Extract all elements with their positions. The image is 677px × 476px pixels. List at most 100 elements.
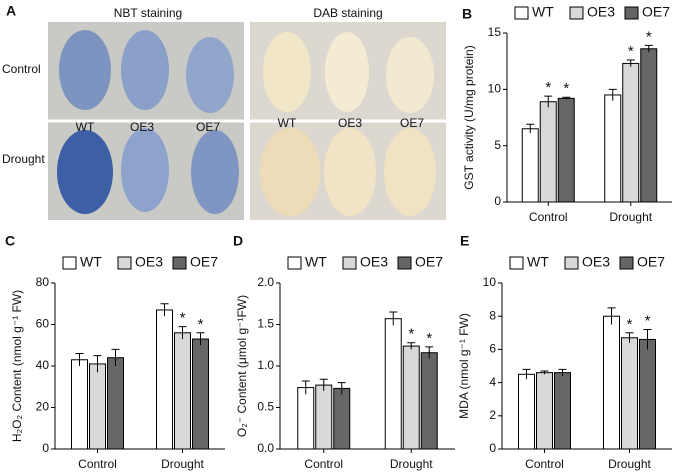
row-label: Control	[2, 62, 41, 76]
legend-swatch	[287, 256, 302, 270]
bar	[604, 94, 622, 203]
panel-label: B	[462, 6, 472, 22]
legend-swatch	[117, 256, 132, 270]
legend-label: WT	[305, 254, 327, 270]
y-tick-label: 60	[36, 317, 50, 331]
y-tick-label: 8	[489, 308, 496, 322]
error-bar	[544, 95, 553, 108]
bar	[557, 97, 575, 203]
bar	[521, 128, 539, 203]
significance-mark: *	[408, 326, 414, 343]
y-tick-label: 0	[42, 441, 49, 455]
error-bar	[160, 303, 169, 317]
significance-mark: *	[426, 330, 432, 347]
legend-label: OE3	[360, 254, 388, 270]
y-tick-label: 10	[488, 82, 502, 96]
bar	[315, 384, 333, 450]
significance-mark: *	[645, 312, 651, 329]
significance-mark: *	[627, 316, 633, 333]
x-tick-label: Drought	[608, 457, 651, 471]
error-bar	[425, 346, 434, 359]
significance-mark: *	[628, 43, 634, 60]
panel-label: C	[5, 233, 15, 249]
legend-label: OE3	[587, 4, 615, 20]
x-tick-label: Control	[525, 457, 564, 471]
bar	[107, 357, 124, 450]
bar	[156, 309, 173, 450]
bar	[640, 48, 658, 203]
genotype-label: OE3	[338, 116, 362, 130]
x-tick-label: Drought	[390, 457, 433, 471]
error-bar	[196, 332, 205, 346]
legend-swatch	[62, 256, 77, 270]
bar	[174, 332, 191, 450]
genotype-label: OE7	[400, 116, 424, 130]
panel-label: A	[6, 3, 16, 19]
error-bar	[540, 370, 549, 375]
bar	[402, 345, 420, 450]
photo-title: DAB staining	[313, 6, 382, 20]
legend-swatch	[509, 256, 524, 270]
y-tick-label: 15	[488, 25, 502, 39]
y-tick-label: 80	[36, 275, 50, 289]
bar	[89, 363, 106, 450]
bar	[384, 318, 402, 450]
legend-label: OE7	[415, 254, 443, 270]
y-tick-label: 1.0	[257, 358, 274, 372]
error-bar	[526, 123, 535, 134]
y-axis-label: O₂⁻ Content (μmol g⁻¹FW)	[235, 295, 249, 437]
legend-swatch	[514, 6, 529, 20]
error-bar	[319, 378, 328, 391]
y-tick-label: 0.0	[257, 441, 274, 455]
bar	[539, 101, 557, 203]
photo-title: NBT staining	[114, 6, 182, 20]
leaf	[186, 37, 234, 113]
legend-swatch	[397, 256, 412, 270]
error-bar	[625, 332, 634, 343]
leaf	[324, 128, 376, 216]
y-tick-label: 2	[489, 408, 496, 422]
leaf	[384, 128, 436, 216]
genotype-label: OE3	[130, 120, 154, 134]
y-tick-label: 6	[489, 342, 496, 356]
error-bar	[644, 44, 653, 53]
y-tick-label: 2.0	[257, 275, 274, 289]
significance-mark: *	[545, 79, 551, 96]
row-label: Drought	[2, 152, 45, 166]
panel-label: E	[460, 233, 469, 249]
error-bar	[178, 326, 187, 340]
y-axis-label: MDA (nmol g⁻¹ FW)	[457, 313, 471, 419]
y-axis-label: H₂O₂ Content (nmol g⁻¹ FW)	[10, 290, 24, 442]
error-bar	[522, 368, 531, 380]
error-bar	[407, 342, 416, 350]
legend-label: WT	[527, 254, 549, 270]
y-tick-label: 10	[483, 275, 497, 289]
error-bar	[301, 380, 310, 395]
y-axis-label: GST activity (U/mg protein)	[462, 45, 476, 189]
significance-mark: *	[563, 80, 569, 97]
genotype-label: WT	[278, 116, 297, 130]
bar	[639, 338, 656, 450]
leaf	[386, 37, 434, 113]
legend-label: WT	[80, 254, 102, 270]
leaf	[260, 128, 320, 216]
legend-label: OE7	[642, 4, 670, 20]
leaf	[59, 30, 111, 110]
leaf	[263, 32, 311, 112]
legend-label: WT	[532, 4, 554, 20]
y-tick-label: 40	[36, 358, 50, 372]
y-tick-label: 0	[494, 194, 501, 208]
y-tick-label: 20	[36, 400, 50, 414]
significance-mark: *	[180, 310, 186, 327]
bar	[622, 62, 640, 203]
error-bar	[337, 382, 346, 395]
legend-label: OE7	[637, 254, 665, 270]
error-bar	[558, 368, 567, 376]
significance-mark: *	[198, 316, 204, 333]
y-tick-label: 1.5	[257, 317, 274, 331]
leaf	[325, 32, 369, 112]
bar	[420, 352, 438, 450]
x-tick-label: Control	[78, 457, 117, 471]
legend-swatch	[564, 256, 579, 270]
